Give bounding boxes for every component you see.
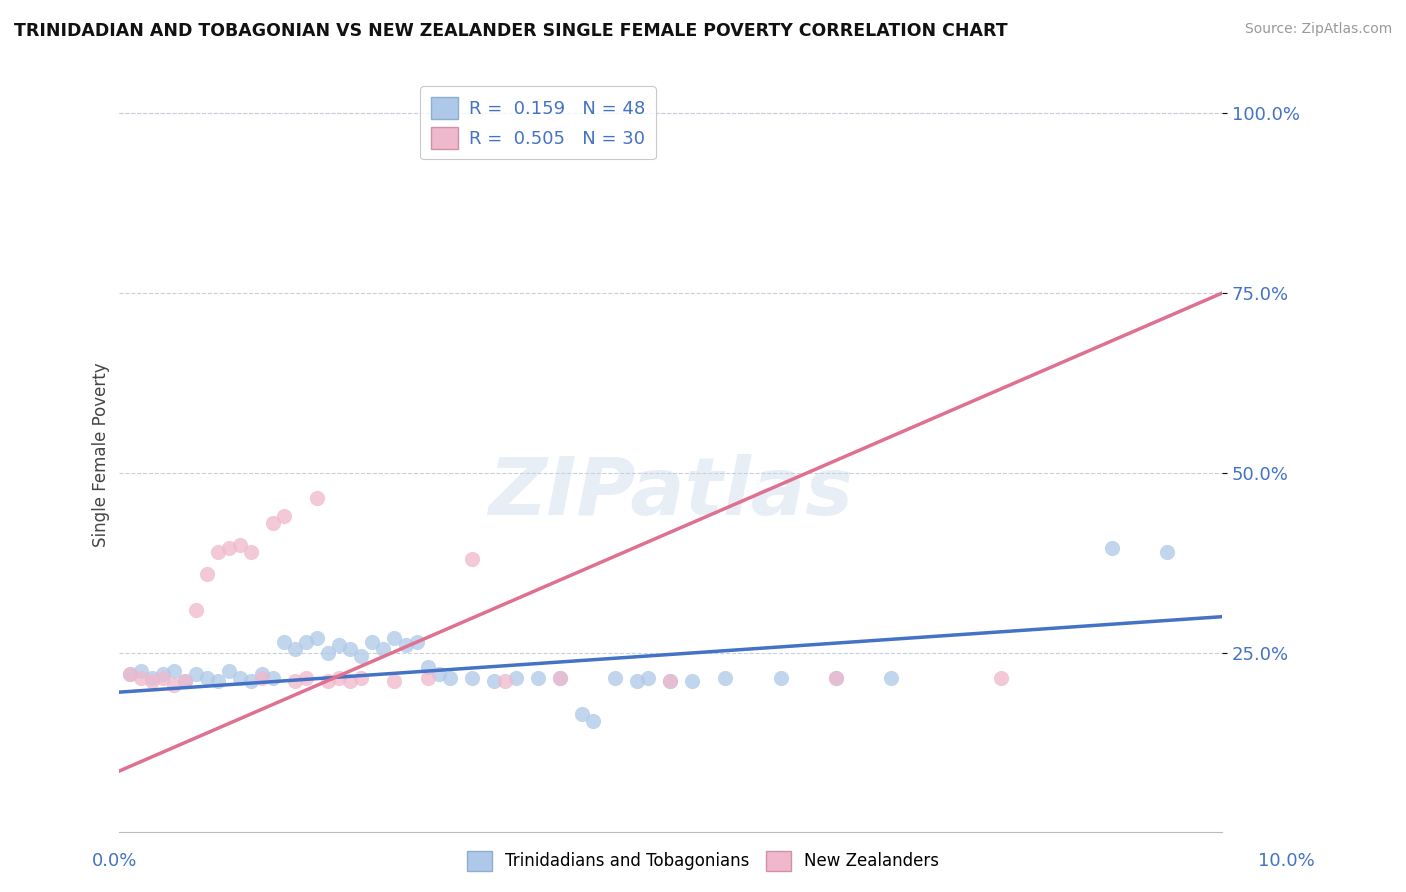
Point [637, 671, 659, 685]
Point [482, 674, 505, 689]
Point [416, 671, 439, 685]
Point [460, 671, 482, 685]
Point [118, 667, 141, 681]
Point [218, 541, 240, 556]
Point [229, 671, 252, 685]
Point [207, 545, 229, 559]
Point [350, 671, 373, 685]
Point [427, 667, 450, 681]
Point [460, 552, 482, 566]
Legend: Trinidadians and Tobagonians, New Zealanders: Trinidadians and Tobagonians, New Zealan… [458, 842, 948, 880]
Point [152, 667, 174, 681]
Point [262, 516, 284, 531]
Point [339, 674, 361, 689]
Point [659, 674, 682, 689]
Point [373, 642, 395, 657]
Point [273, 635, 295, 649]
Point [129, 671, 152, 685]
Point [184, 667, 207, 681]
Text: ZIPatlas: ZIPatlas [488, 454, 853, 532]
Point [207, 674, 229, 689]
Point [262, 671, 284, 685]
Point [548, 671, 571, 685]
Point [339, 642, 361, 657]
Point [295, 671, 318, 685]
Point [527, 671, 550, 685]
Point [603, 671, 626, 685]
Point [439, 671, 461, 685]
Point [769, 671, 792, 685]
Point [1101, 541, 1123, 556]
Point [1156, 545, 1178, 559]
Point [129, 664, 152, 678]
Legend: R =  0.159   N = 48, R =  0.505   N = 30: R = 0.159 N = 48, R = 0.505 N = 30 [420, 87, 655, 160]
Point [284, 642, 307, 657]
Text: 10.0%: 10.0% [1258, 852, 1315, 870]
Point [328, 639, 350, 653]
Point [582, 714, 605, 728]
Point [416, 660, 439, 674]
Point [250, 671, 273, 685]
Point [505, 671, 527, 685]
Point [571, 706, 593, 721]
Point [273, 509, 295, 524]
Point [681, 674, 703, 689]
Point [714, 671, 737, 685]
Y-axis label: Single Female Poverty: Single Female Poverty [93, 363, 110, 547]
Point [316, 646, 339, 660]
Point [141, 671, 163, 685]
Point [384, 632, 406, 646]
Point [218, 664, 240, 678]
Point [240, 545, 263, 559]
Point [173, 674, 195, 689]
Point [880, 671, 903, 685]
Point [118, 667, 141, 681]
Point [384, 674, 406, 689]
Point [494, 674, 516, 689]
Point [405, 635, 427, 649]
Point [307, 491, 329, 505]
Point [350, 649, 373, 664]
Point [824, 671, 846, 685]
Point [184, 602, 207, 616]
Point [394, 639, 416, 653]
Point [163, 664, 186, 678]
Point [152, 671, 174, 685]
Point [824, 671, 846, 685]
Point [307, 632, 329, 646]
Point [548, 671, 571, 685]
Point [195, 566, 218, 581]
Point [141, 674, 163, 689]
Point [361, 635, 384, 649]
Point [250, 667, 273, 681]
Point [229, 538, 252, 552]
Point [316, 674, 339, 689]
Point [173, 674, 195, 689]
Point [990, 671, 1012, 685]
Point [284, 674, 307, 689]
Point [195, 671, 218, 685]
Point [328, 671, 350, 685]
Point [659, 674, 682, 689]
Point [295, 635, 318, 649]
Text: Source: ZipAtlas.com: Source: ZipAtlas.com [1244, 22, 1392, 37]
Text: TRINIDADIAN AND TOBAGONIAN VS NEW ZEALANDER SINGLE FEMALE POVERTY CORRELATION CH: TRINIDADIAN AND TOBAGONIAN VS NEW ZEALAN… [14, 22, 1008, 40]
Point [240, 674, 263, 689]
Point [626, 674, 648, 689]
Text: 0.0%: 0.0% [91, 852, 136, 870]
Point [163, 678, 186, 692]
